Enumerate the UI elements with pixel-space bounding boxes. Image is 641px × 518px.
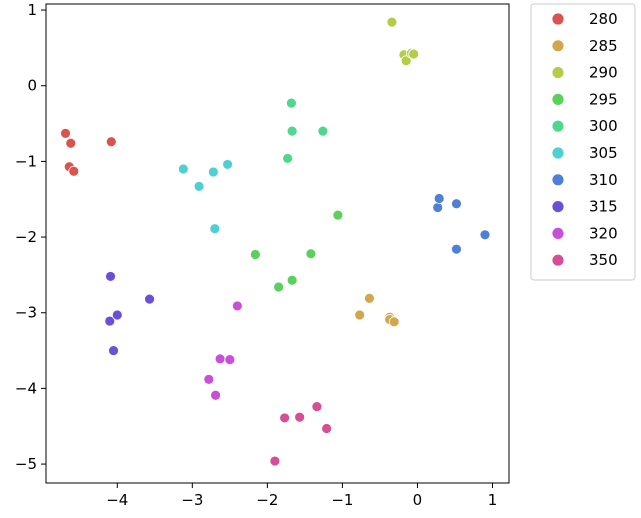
legend-marker bbox=[551, 12, 565, 26]
y-tick-label: 1 bbox=[27, 1, 37, 19]
data-point-310 bbox=[433, 193, 445, 204]
y-tick-label: −4 bbox=[15, 379, 37, 397]
legend-marker bbox=[551, 66, 565, 79]
data-point-320 bbox=[210, 389, 221, 401]
data-point-310 bbox=[479, 229, 491, 241]
legend-marker bbox=[551, 119, 565, 133]
legend-marker bbox=[551, 173, 565, 187]
x-tick-label: 0 bbox=[413, 491, 423, 509]
data-point-290 bbox=[400, 55, 412, 67]
data-points bbox=[60, 16, 491, 467]
data-point-315 bbox=[108, 345, 119, 356]
legend-marker bbox=[551, 146, 565, 160]
data-point-350 bbox=[321, 423, 333, 434]
data-point-295 bbox=[305, 248, 317, 260]
data-point-320 bbox=[231, 300, 243, 312]
data-point-350 bbox=[311, 401, 323, 412]
legend-label: 305 bbox=[589, 144, 618, 162]
data-point-280 bbox=[68, 165, 80, 177]
data-point-305 bbox=[193, 180, 205, 192]
data-point-310 bbox=[451, 198, 462, 210]
data-point-280 bbox=[60, 127, 71, 139]
legend-label: 300 bbox=[589, 117, 618, 135]
legend-label: 280 bbox=[589, 10, 618, 28]
y-tick-label: −2 bbox=[15, 228, 37, 246]
data-point-320 bbox=[203, 373, 215, 385]
data-point-300 bbox=[285, 97, 297, 109]
data-point-305 bbox=[222, 159, 233, 170]
legend-label: 320 bbox=[589, 224, 618, 242]
legend-label: 295 bbox=[589, 90, 618, 108]
data-point-305 bbox=[177, 163, 189, 175]
legend-label: 350 bbox=[589, 251, 618, 269]
y-tick-label: −1 bbox=[15, 152, 37, 170]
legend-label: 285 bbox=[589, 37, 618, 55]
data-point-295 bbox=[286, 274, 298, 286]
legend: 280 285 290 295 300 305 310 315 320 350 bbox=[530, 3, 636, 281]
data-point-310 bbox=[432, 202, 444, 213]
x-tick-label: −2 bbox=[256, 491, 278, 509]
y-tick-label: 0 bbox=[27, 77, 37, 95]
data-point-320 bbox=[224, 354, 236, 366]
data-point-315 bbox=[111, 309, 123, 321]
data-point-295 bbox=[332, 209, 344, 221]
data-point-290 bbox=[386, 16, 398, 28]
data-point-305 bbox=[209, 223, 221, 235]
legend-marker bbox=[551, 226, 565, 240]
legend-label: 290 bbox=[589, 64, 618, 82]
legend-marker bbox=[551, 253, 565, 267]
y-tick-label: −5 bbox=[15, 455, 37, 473]
data-point-280 bbox=[65, 137, 77, 149]
data-point-290 bbox=[408, 48, 420, 60]
data-point-285 bbox=[354, 309, 366, 321]
data-point-310 bbox=[451, 243, 462, 255]
x-tick-label: −3 bbox=[181, 491, 203, 509]
data-point-320 bbox=[214, 353, 226, 365]
x-tick-label: −4 bbox=[106, 491, 128, 509]
legend-frame bbox=[530, 3, 636, 281]
data-point-300 bbox=[317, 125, 329, 137]
y-axis: 1 0 −1 −2 −3 −4 −5 bbox=[15, 1, 46, 473]
legend-marker bbox=[551, 39, 565, 53]
legend-label: 310 bbox=[589, 171, 618, 189]
data-point-350 bbox=[294, 411, 306, 423]
data-point-280 bbox=[105, 136, 117, 148]
data-point-315 bbox=[144, 293, 155, 305]
data-point-315 bbox=[104, 315, 116, 327]
data-point-350 bbox=[269, 455, 281, 467]
data-point-285 bbox=[388, 316, 400, 328]
data-point-305 bbox=[207, 166, 219, 178]
data-point-300 bbox=[286, 125, 298, 137]
data-point-285 bbox=[364, 292, 375, 304]
data-point-295 bbox=[273, 281, 285, 293]
x-tick-label: 1 bbox=[488, 491, 498, 509]
legend-marker bbox=[551, 93, 565, 106]
data-point-300 bbox=[282, 152, 294, 164]
y-tick-label: −3 bbox=[15, 304, 37, 322]
data-point-350 bbox=[279, 412, 291, 424]
legend-label: 315 bbox=[589, 198, 618, 216]
data-point-315 bbox=[105, 271, 116, 282]
x-tick-label: −1 bbox=[331, 491, 353, 509]
legend-marker bbox=[551, 200, 565, 214]
x-axis: −4 −3 −2 −1 0 1 bbox=[106, 483, 497, 509]
data-point-295 bbox=[249, 249, 261, 260]
plot-area-frame bbox=[45, 3, 510, 484]
